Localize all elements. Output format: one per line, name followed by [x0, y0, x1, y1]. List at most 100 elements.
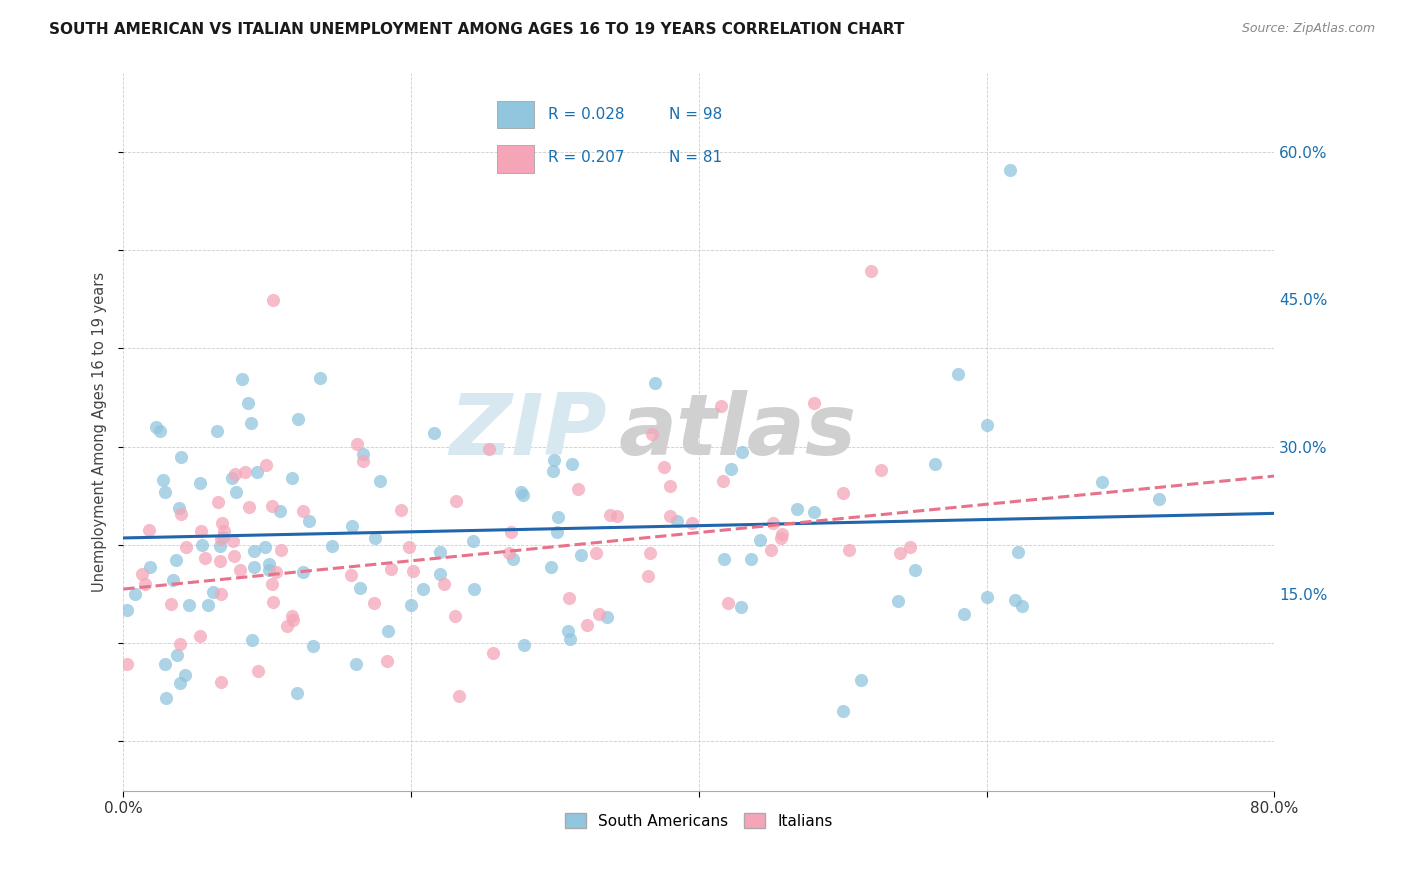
Point — [344, 657, 367, 672]
Point — [166, 648, 188, 663]
Point — [543, 453, 565, 467]
Point — [512, 488, 534, 502]
Point — [281, 471, 304, 485]
Point — [513, 638, 536, 652]
Point — [606, 509, 628, 524]
Text: atlas: atlas — [619, 391, 856, 474]
Point — [346, 437, 368, 451]
Point — [429, 566, 451, 581]
Point — [363, 596, 385, 610]
Point — [221, 471, 243, 485]
Point — [169, 501, 191, 516]
Point — [291, 503, 314, 517]
Point — [576, 617, 599, 632]
Point — [257, 564, 280, 578]
Point — [340, 567, 363, 582]
Point — [482, 647, 505, 661]
Point — [309, 370, 332, 384]
Point — [889, 545, 911, 559]
Point — [209, 554, 232, 568]
Point — [298, 514, 321, 528]
Point — [138, 523, 160, 537]
Y-axis label: Unemployment Among Ages 16 to 19 years: Unemployment Among Ages 16 to 19 years — [93, 272, 107, 592]
Point — [546, 524, 568, 539]
Point — [352, 453, 374, 467]
Point — [190, 524, 212, 539]
Point — [149, 425, 172, 439]
Point — [243, 559, 266, 574]
Point — [720, 461, 742, 475]
Point — [860, 264, 883, 278]
Point — [205, 424, 228, 438]
Point — [412, 582, 434, 596]
Point — [139, 560, 162, 574]
Point — [283, 613, 305, 627]
Point — [211, 516, 233, 530]
Point — [659, 509, 682, 524]
Point — [543, 464, 565, 478]
Point — [644, 376, 666, 390]
Point — [131, 567, 153, 582]
Point — [201, 584, 224, 599]
Point — [169, 676, 191, 690]
Point — [342, 518, 364, 533]
Point — [269, 504, 291, 518]
Point — [174, 668, 197, 682]
Point — [540, 560, 562, 574]
Point — [262, 595, 284, 609]
Point — [229, 563, 252, 577]
Point — [302, 640, 325, 654]
Point — [432, 577, 454, 591]
Point — [209, 587, 232, 601]
Point — [499, 524, 522, 539]
Point — [260, 577, 283, 591]
Text: SOUTH AMERICAN VS ITALIAN UNEMPLOYMENT AMONG AGES 16 TO 19 YEARS CORRELATION CHA: SOUTH AMERICAN VS ITALIAN UNEMPLOYMENT A… — [49, 22, 904, 37]
Point — [748, 533, 770, 547]
Point — [291, 565, 314, 579]
Point — [260, 499, 283, 513]
Point — [155, 690, 177, 705]
Point — [225, 484, 247, 499]
Point — [585, 546, 607, 560]
Point — [364, 531, 387, 545]
Point — [162, 573, 184, 587]
Point — [976, 417, 998, 432]
Point — [786, 501, 808, 516]
Point — [276, 618, 298, 632]
Point — [659, 479, 682, 493]
Point — [444, 493, 467, 508]
Point — [159, 597, 181, 611]
Point — [569, 548, 592, 562]
Text: Source: ZipAtlas.com: Source: ZipAtlas.com — [1241, 22, 1375, 36]
Point — [870, 463, 893, 477]
Point — [1149, 491, 1171, 506]
Point — [900, 540, 922, 554]
Point — [231, 372, 253, 386]
Point — [377, 624, 399, 639]
Point — [170, 450, 193, 464]
Point — [904, 563, 927, 577]
Point — [212, 530, 235, 544]
Point — [134, 577, 156, 591]
Point — [502, 552, 524, 566]
Point — [257, 557, 280, 571]
Point — [152, 473, 174, 487]
Point — [262, 293, 284, 307]
Point — [285, 685, 308, 699]
Point — [1091, 475, 1114, 489]
Point — [253, 540, 276, 554]
Point — [1004, 592, 1026, 607]
Point — [510, 484, 533, 499]
Point — [209, 533, 232, 547]
Point — [711, 474, 734, 488]
Point — [1011, 599, 1033, 613]
Point — [652, 460, 675, 475]
Point — [447, 689, 470, 703]
Point — [740, 552, 762, 566]
Point — [115, 657, 138, 671]
Point — [224, 467, 246, 481]
Point — [770, 527, 793, 541]
Text: ZIP: ZIP — [449, 391, 607, 474]
Point — [246, 664, 269, 678]
Point — [831, 486, 853, 500]
